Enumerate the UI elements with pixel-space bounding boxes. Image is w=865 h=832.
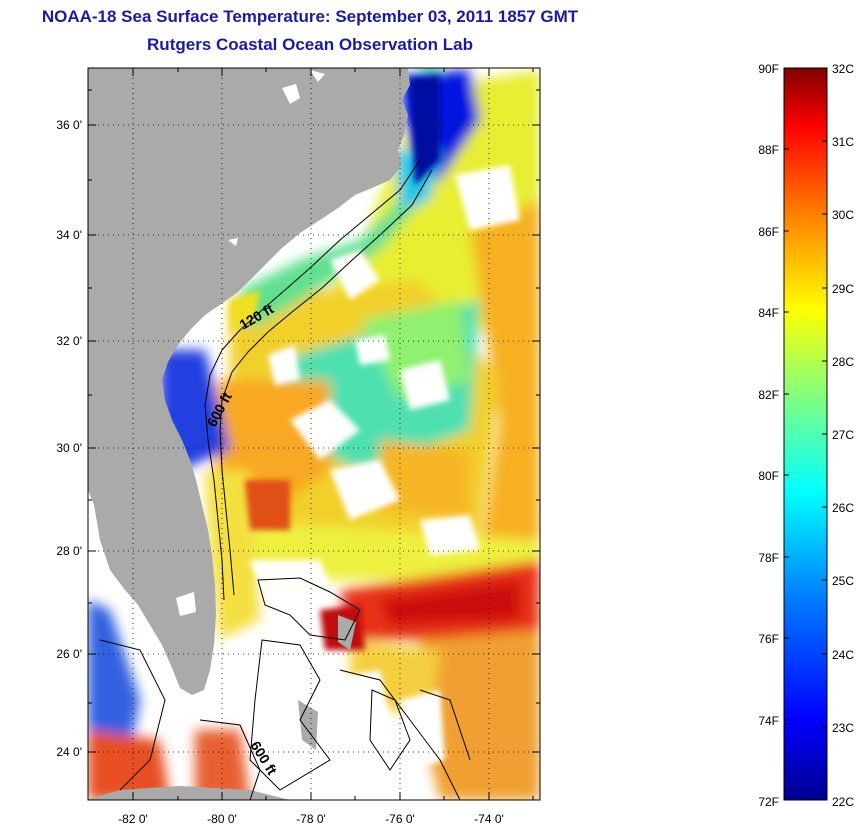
colorbar-f-label: 78F [758, 551, 779, 565]
lon-label: -82 0' [118, 812, 148, 826]
colorbar-c-label: 27C [832, 428, 854, 442]
lon-label: -74 0' [474, 812, 504, 826]
colorbar-f-label: 90F [758, 62, 779, 76]
lat-label: 28 0' [56, 544, 82, 558]
colorbar-c-label: 30C [832, 208, 854, 222]
colorbar: 90F 88F 86F 84F 82F 80F 78F 76F 74F 72F … [758, 62, 854, 809]
colorbar-f-label: 82F [758, 388, 779, 402]
colorbar-c-label: 28C [832, 355, 854, 369]
colorbar-f-label: 74F [758, 714, 779, 728]
lon-label: -78 0' [296, 812, 326, 826]
colorbar-c-label: 31C [832, 135, 854, 149]
longitude-labels: -82 0' -80 0' -78 0' -76 0' -74 0' [118, 812, 504, 826]
latitude-labels: 24 0' 26 0' 28 0' 30 0' 32 0' 34 0' 36 0… [56, 118, 82, 759]
map-frame [87, 67, 541, 801]
colorbar-fahrenheit-labels: 90F 88F 86F 84F 82F 80F 78F 76F 74F 72F [758, 62, 779, 809]
colorbar-ticks [784, 140, 827, 728]
land-southeast-us [88, 68, 410, 695]
colorbar-c-label: 29C [832, 282, 854, 296]
lat-label: 30 0' [56, 441, 82, 455]
lat-label: 36 0' [56, 118, 82, 132]
colorbar-f-label: 72F [758, 795, 779, 809]
colorbar-c-label: 22C [832, 795, 854, 809]
colorbar-gradient [783, 67, 828, 801]
lat-label: 32 0' [56, 334, 82, 348]
colorbar-celsius-labels: 32C 31C 30C 29C 28C 27C 26C 25C 24C 23C … [832, 62, 854, 809]
title-line-1: NOAA-18 Sea Surface Temperature: Septemb… [41, 7, 579, 26]
colorbar-f-label: 80F [758, 469, 779, 483]
lat-label: 34 0' [56, 228, 82, 242]
colorbar-f-label: 76F [758, 632, 779, 646]
colorbar-c-label: 25C [832, 574, 854, 588]
sst-field [88, 68, 540, 800]
title-line-2: Rutgers Coastal Ocean Observation Lab [147, 35, 473, 54]
map-panel: 120 ft 600 ft 600 ft 24 0' 26 0' 28 0' 3… [56, 67, 541, 826]
colorbar-c-label: 32C [832, 62, 854, 76]
colorbar-f-label: 84F [758, 306, 779, 320]
lon-label: -80 0' [207, 812, 237, 826]
lon-label: -76 0' [385, 812, 415, 826]
colorbar-c-label: 24C [832, 648, 854, 662]
colorbar-f-label: 86F [758, 225, 779, 239]
lat-label: 26 0' [56, 647, 82, 661]
colorbar-f-label: 88F [758, 143, 779, 157]
lat-label: 24 0' [56, 745, 82, 759]
map-grid [88, 68, 540, 800]
colorbar-c-label: 26C [832, 501, 854, 515]
colorbar-c-label: 23C [832, 721, 854, 735]
map-ticks [88, 68, 540, 800]
